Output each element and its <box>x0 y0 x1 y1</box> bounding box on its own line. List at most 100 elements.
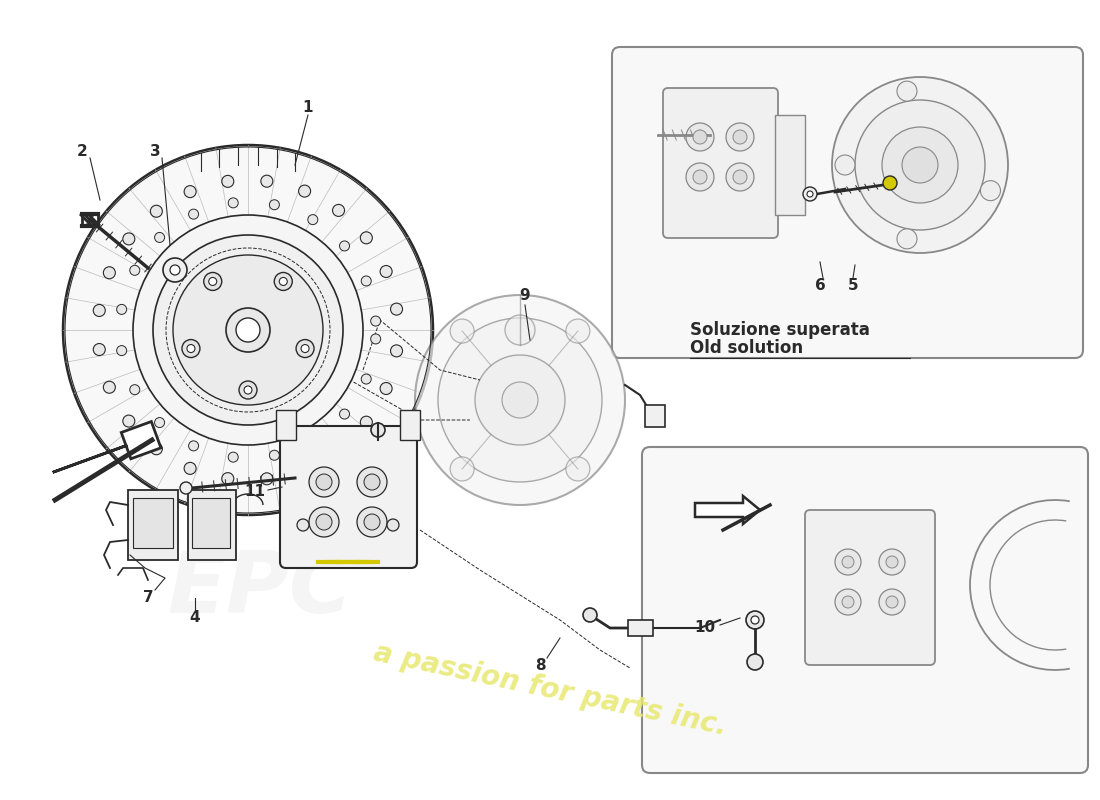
Bar <box>133 498 173 548</box>
Text: 11: 11 <box>244 485 265 499</box>
Text: 9: 9 <box>519 289 530 303</box>
Text: 4: 4 <box>189 610 200 626</box>
Circle shape <box>565 319 590 343</box>
Circle shape <box>222 175 234 187</box>
Circle shape <box>204 273 222 290</box>
Circle shape <box>733 170 747 184</box>
Circle shape <box>309 507 339 537</box>
Circle shape <box>184 462 196 474</box>
Polygon shape <box>695 496 760 524</box>
Circle shape <box>103 266 116 278</box>
Bar <box>128 490 178 560</box>
Circle shape <box>308 214 318 225</box>
Circle shape <box>358 467 387 497</box>
Circle shape <box>239 381 257 399</box>
Text: 7: 7 <box>143 590 153 606</box>
Text: 8: 8 <box>535 658 546 673</box>
Circle shape <box>187 345 195 353</box>
Circle shape <box>803 187 817 201</box>
Circle shape <box>381 266 392 278</box>
Circle shape <box>298 463 310 475</box>
Text: 1: 1 <box>302 101 313 115</box>
Circle shape <box>835 549 861 575</box>
Circle shape <box>882 127 958 203</box>
Circle shape <box>902 147 938 183</box>
Circle shape <box>188 441 199 451</box>
Circle shape <box>309 467 339 497</box>
Circle shape <box>438 318 602 482</box>
Circle shape <box>182 339 200 358</box>
Circle shape <box>835 155 855 175</box>
Text: Old solution: Old solution <box>690 339 803 357</box>
Bar <box>400 410 420 440</box>
Circle shape <box>117 304 126 314</box>
Circle shape <box>228 452 239 462</box>
Bar <box>188 490 236 560</box>
Text: 10: 10 <box>694 621 716 635</box>
Circle shape <box>886 556 898 568</box>
Circle shape <box>387 519 399 531</box>
Circle shape <box>332 205 344 217</box>
Circle shape <box>832 77 1008 253</box>
Circle shape <box>842 556 854 568</box>
Circle shape <box>364 474 380 490</box>
Circle shape <box>301 345 309 353</box>
Circle shape <box>153 235 343 425</box>
Circle shape <box>228 198 239 208</box>
Circle shape <box>381 382 392 394</box>
Circle shape <box>209 278 217 286</box>
Text: 6: 6 <box>815 278 825 293</box>
FancyBboxPatch shape <box>805 510 935 665</box>
Circle shape <box>390 303 403 315</box>
Text: 2: 2 <box>77 145 87 159</box>
Circle shape <box>475 355 565 445</box>
Circle shape <box>279 278 287 286</box>
Circle shape <box>565 457 590 481</box>
Circle shape <box>361 374 371 384</box>
Circle shape <box>170 265 180 275</box>
Text: 3: 3 <box>150 145 161 159</box>
Circle shape <box>222 473 234 485</box>
Circle shape <box>261 473 273 485</box>
Circle shape <box>358 507 387 537</box>
Circle shape <box>123 415 135 427</box>
Circle shape <box>371 316 381 326</box>
Circle shape <box>726 123 754 151</box>
Circle shape <box>980 181 1001 201</box>
Circle shape <box>298 185 310 197</box>
Circle shape <box>883 176 896 190</box>
Circle shape <box>842 596 854 608</box>
Circle shape <box>340 409 350 419</box>
FancyBboxPatch shape <box>663 88 778 238</box>
Circle shape <box>693 130 707 144</box>
Circle shape <box>296 339 315 358</box>
Bar <box>276 410 296 440</box>
Circle shape <box>415 295 625 505</box>
Circle shape <box>371 334 381 344</box>
Circle shape <box>361 276 371 286</box>
Circle shape <box>180 482 192 494</box>
Circle shape <box>502 382 538 418</box>
FancyBboxPatch shape <box>612 47 1084 358</box>
Circle shape <box>308 435 318 446</box>
Circle shape <box>117 346 126 356</box>
Circle shape <box>155 418 165 427</box>
Circle shape <box>151 206 163 218</box>
Circle shape <box>226 308 270 352</box>
Circle shape <box>733 130 747 144</box>
Circle shape <box>151 442 163 454</box>
Circle shape <box>886 596 898 608</box>
Polygon shape <box>53 422 161 472</box>
Circle shape <box>726 163 754 191</box>
Circle shape <box>155 233 165 242</box>
Circle shape <box>316 514 332 530</box>
Circle shape <box>261 175 273 187</box>
Circle shape <box>163 258 187 282</box>
Circle shape <box>361 232 372 244</box>
Circle shape <box>583 608 597 622</box>
Circle shape <box>450 457 474 481</box>
Circle shape <box>103 382 116 394</box>
Circle shape <box>173 255 323 405</box>
Circle shape <box>364 514 380 530</box>
Circle shape <box>332 443 344 455</box>
